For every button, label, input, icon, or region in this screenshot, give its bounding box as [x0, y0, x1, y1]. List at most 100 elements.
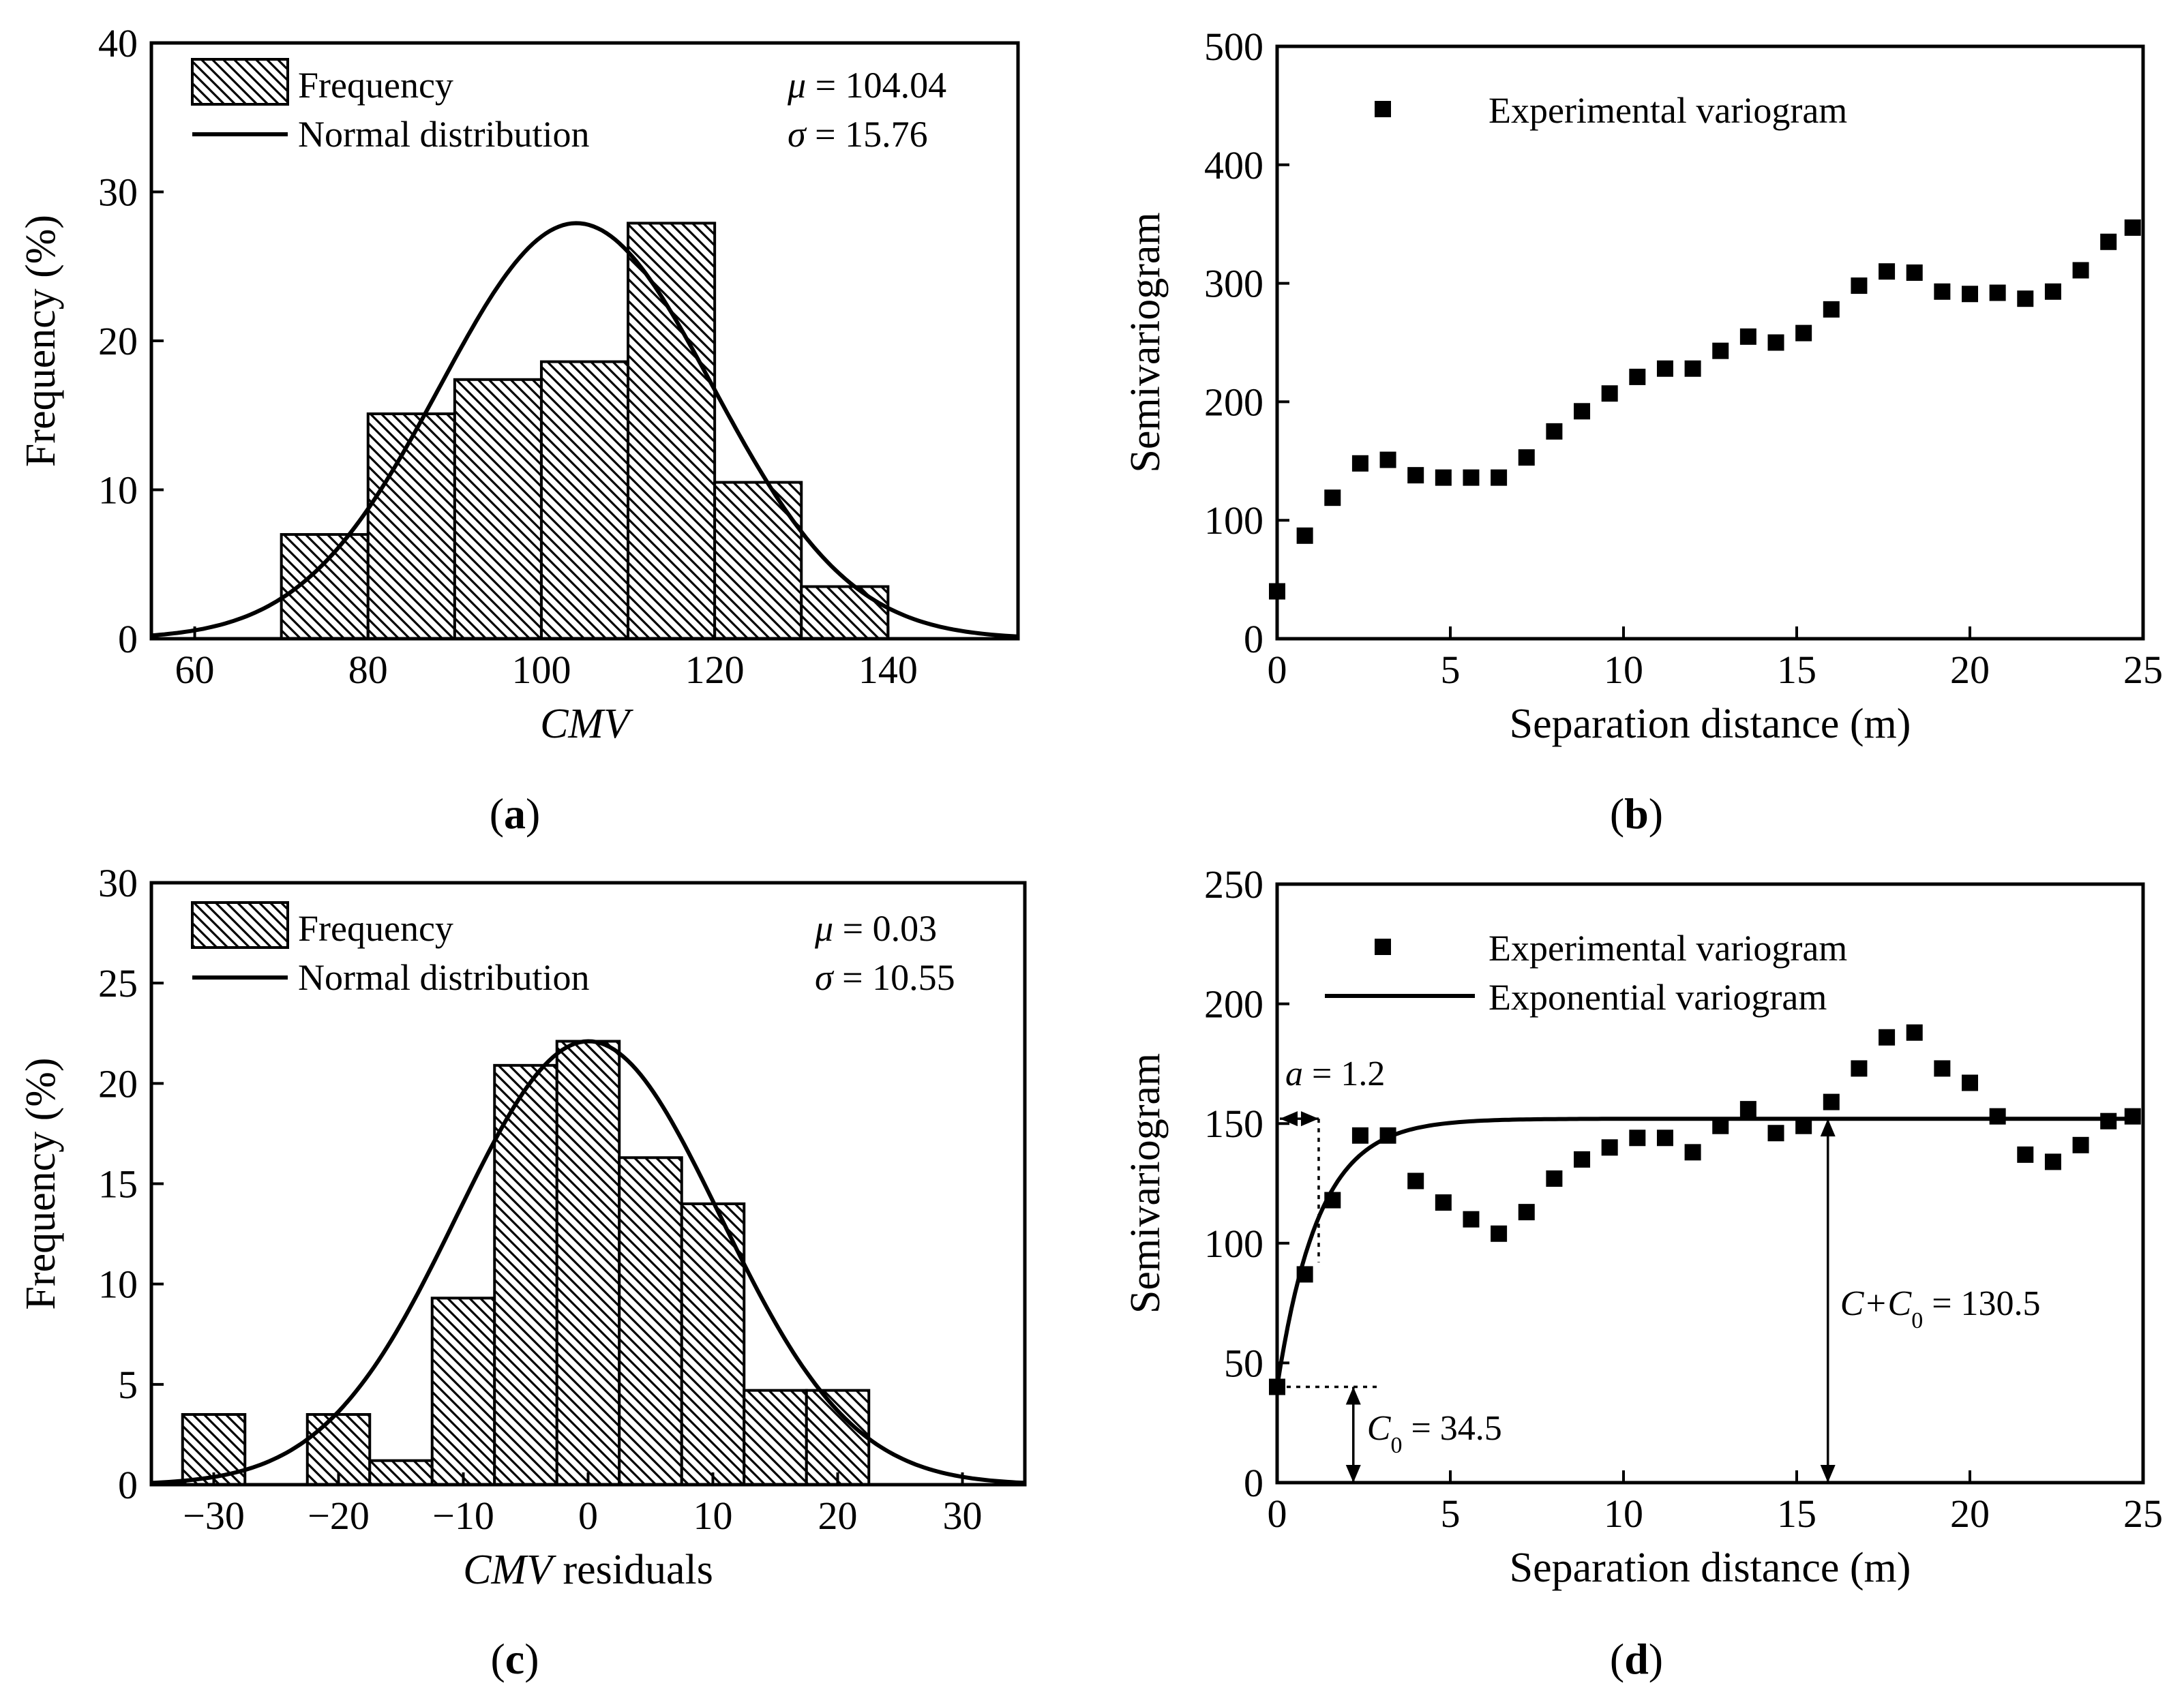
variogram-point [1656, 1130, 1673, 1147]
normal-distribution-curve [151, 1039, 1026, 1485]
x-axis-label-italic: CMV [463, 1547, 556, 1593]
x-tick-label: 0 [1268, 1491, 1287, 1536]
x-tick-label: 15 [1777, 1491, 1816, 1536]
plot-frame [149, 881, 1027, 1487]
panel-caption: (d) [1610, 1635, 1663, 1683]
variogram-point [1795, 324, 1812, 342]
variogram-point [1712, 342, 1729, 359]
y-tick-label: 500 [1204, 25, 1263, 69]
arrow-head [1280, 1111, 1298, 1127]
variogram-point [1851, 1060, 1868, 1077]
variogram-point [1351, 455, 1368, 472]
legend-label-experimental: Experimental variogram [1489, 928, 1847, 969]
variogram-point [1324, 1192, 1341, 1209]
plot-frame [1275, 882, 2145, 1485]
caption-paren: ) [524, 1635, 539, 1683]
stat-mu: μ = 104.04 [787, 65, 946, 106]
y-axis-label: Semivariogram [1122, 212, 1169, 472]
caption-paren: ) [1649, 1635, 1663, 1683]
variogram-point [1795, 1117, 1812, 1134]
sill-annotation: C+C0 = 130.5 [1840, 1284, 2041, 1333]
panel-caption: (c) [490, 1635, 539, 1683]
range-symbol: a [1285, 1055, 1303, 1093]
variogram-point [1934, 1060, 1951, 1077]
x-axis-label: Separation distance (m) [1510, 1545, 1911, 1591]
x-tick-label: −10 [432, 1494, 494, 1538]
y-tick-label: 0 [1244, 1461, 1263, 1505]
variogram-point [1767, 1125, 1784, 1142]
y-tick-label: 250 [1204, 862, 1263, 907]
caption-paren: ( [1610, 789, 1624, 838]
x-tick-label: 20 [1950, 1491, 1990, 1536]
variogram-point [1989, 1108, 2006, 1125]
x-tick-label: 60 [175, 648, 215, 692]
caption-paren: ( [1610, 1635, 1624, 1683]
x-tick-label: 25 [2123, 648, 2163, 692]
mu-value: = 0.03 [833, 908, 937, 949]
caption-letter: d [1624, 1635, 1649, 1683]
sill-symbol: C+C [1840, 1284, 1913, 1323]
x-axis-label: CMV [540, 701, 633, 747]
legend-marker-experimental [1375, 101, 1391, 117]
caption-letter: b [1624, 789, 1649, 838]
histogram-bar [539, 360, 630, 641]
histogram-bar [366, 412, 456, 640]
variogram-point [1629, 1130, 1646, 1147]
variogram-point [1518, 1204, 1535, 1221]
variogram-point [2072, 262, 2089, 279]
mu-symbol: μ [814, 908, 833, 949]
variogram-point [1851, 277, 1868, 294]
variogram-point [2017, 290, 2034, 307]
x-tick-label: 10 [1604, 648, 1643, 692]
caption-paren: ) [1649, 789, 1663, 838]
caption-paren: ( [490, 1635, 505, 1683]
histogram-bar [743, 1389, 808, 1486]
variogram-point [1574, 1151, 1591, 1168]
normal-distribution-curve [151, 221, 1019, 639]
variogram-point [1767, 334, 1784, 351]
variogram-point [1324, 489, 1341, 506]
variogram-point [1629, 368, 1646, 385]
x-tick-label: 15 [1777, 648, 1816, 692]
sigma-symbol: σ [815, 957, 835, 998]
caption-letter: c [505, 1635, 524, 1683]
variogram-point [1296, 527, 1313, 544]
y-tick-label: 100 [1204, 1222, 1263, 1266]
sigma-value: = 15.76 [806, 114, 928, 155]
panel-c-residuals-histogram: −30 −20 −10 0 10 20 30 0 5 10 15 20 25 30 Frequency Nor… [18, 861, 1027, 1683]
x-tick-label: 10 [693, 1494, 733, 1538]
x-axis-label: CMV residuals [463, 1547, 713, 1593]
legend-label-frequency: Frequency [298, 65, 453, 106]
y-tick-label: 10 [98, 1262, 138, 1307]
x-tick-label: 25 [2123, 1491, 2163, 1536]
variogram-point [1739, 1101, 1756, 1118]
y-tick-label: 5 [118, 1363, 138, 1407]
x-tick-label: 140 [858, 648, 918, 692]
caption-letter: a [504, 789, 526, 838]
x-axis-label-italic: CMV [540, 701, 633, 747]
nugget-annotation: C0 = 34.5 [1367, 1409, 1502, 1458]
variogram-point [1601, 385, 1618, 402]
legend-label-normal: Normal distribution [298, 114, 589, 155]
variogram-point [1879, 1029, 1896, 1046]
variogram-point [1491, 469, 1508, 486]
histogram-bar [453, 378, 543, 640]
legend-label-exponential: Exponential variogram [1489, 977, 1827, 1018]
variogram-point [2017, 1146, 2034, 1163]
y-tick-label: 15 [98, 1162, 138, 1207]
variogram-point [1962, 1074, 1978, 1091]
mu-symbol: μ [787, 65, 806, 106]
sigma-value: = 10.55 [833, 957, 955, 998]
variogram-point [1296, 1266, 1313, 1283]
variogram-point [1407, 467, 1424, 484]
stat-mu: μ = 0.03 [814, 908, 937, 949]
variogram-point [2124, 1108, 2141, 1125]
histogram-bar [805, 1389, 871, 1486]
variogram-point [2044, 283, 2061, 300]
y-tick-label: 20 [98, 319, 138, 363]
legend-label-experimental: Experimental variogram [1489, 90, 1847, 131]
variogram-point [1518, 449, 1535, 466]
y-tick-label: 20 [98, 1061, 138, 1106]
variogram-point [1906, 264, 1923, 281]
